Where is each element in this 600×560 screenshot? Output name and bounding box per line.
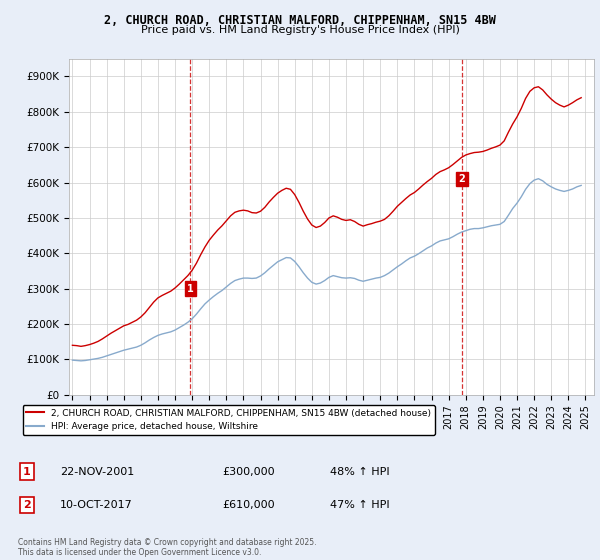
Text: 1: 1: [23, 466, 31, 477]
Legend: 2, CHURCH ROAD, CHRISTIAN MALFORD, CHIPPENHAM, SN15 4BW (detached house), HPI: A: 2, CHURCH ROAD, CHRISTIAN MALFORD, CHIPP…: [23, 405, 435, 435]
Text: 47% ↑ HPI: 47% ↑ HPI: [330, 500, 389, 510]
Text: 2: 2: [23, 500, 31, 510]
Text: £300,000: £300,000: [222, 466, 275, 477]
Text: 2, CHURCH ROAD, CHRISTIAN MALFORD, CHIPPENHAM, SN15 4BW: 2, CHURCH ROAD, CHRISTIAN MALFORD, CHIPP…: [104, 14, 496, 27]
Text: Contains HM Land Registry data © Crown copyright and database right 2025.
This d: Contains HM Land Registry data © Crown c…: [18, 538, 317, 557]
Text: 2: 2: [458, 174, 466, 184]
Text: Price paid vs. HM Land Registry's House Price Index (HPI): Price paid vs. HM Land Registry's House …: [140, 25, 460, 35]
Text: £610,000: £610,000: [222, 500, 275, 510]
Text: 48% ↑ HPI: 48% ↑ HPI: [330, 466, 389, 477]
Text: 1: 1: [187, 284, 194, 293]
Text: 22-NOV-2001: 22-NOV-2001: [60, 466, 134, 477]
Text: 10-OCT-2017: 10-OCT-2017: [60, 500, 133, 510]
